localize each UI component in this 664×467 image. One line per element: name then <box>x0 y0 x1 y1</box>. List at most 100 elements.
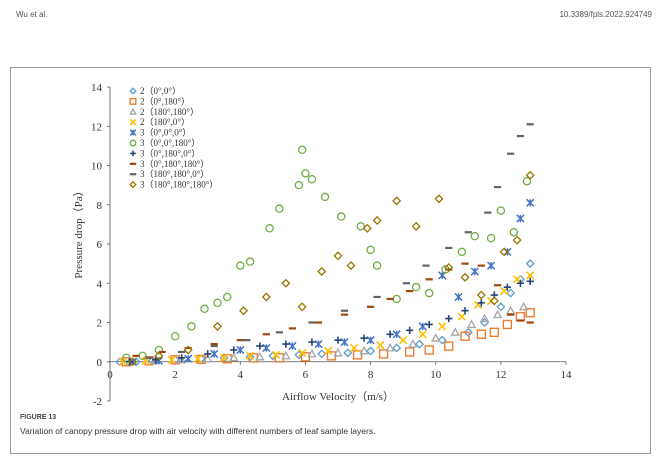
data-point <box>454 292 463 302</box>
y-tick-label: 4 <box>97 278 103 290</box>
data-point <box>404 347 415 357</box>
figure-frame <box>10 67 651 454</box>
x-tick-label: 8 <box>368 369 374 381</box>
data-point <box>505 305 516 315</box>
data-point <box>178 354 186 362</box>
x-tick-label: 6 <box>303 369 309 381</box>
data-point <box>193 354 203 363</box>
series-4 <box>118 271 535 366</box>
data-point <box>418 322 427 331</box>
data-point <box>457 312 466 321</box>
legend-label: 3（0°,0°,180°） <box>140 138 200 148</box>
data-point <box>476 329 487 339</box>
author-header: Wu et al. <box>16 10 48 19</box>
data-point <box>378 349 389 359</box>
data-point <box>245 257 255 266</box>
data-point <box>317 349 327 359</box>
data-point <box>460 272 470 282</box>
figure-label: FIGURE 13 <box>20 414 57 421</box>
legend-marker <box>129 87 137 95</box>
y-tick-label: 2 <box>97 318 103 330</box>
data-point <box>288 341 297 351</box>
data-point <box>239 306 249 316</box>
data-point <box>476 290 486 300</box>
x-tick-label: 2 <box>172 369 178 381</box>
data-point <box>333 347 343 357</box>
data-point <box>261 292 271 302</box>
legend-label: 2（0°,180°） <box>140 96 190 106</box>
data-point <box>118 357 128 366</box>
data-point <box>486 233 496 243</box>
data-point <box>479 313 490 323</box>
data-point <box>499 286 509 296</box>
data-point <box>210 349 219 359</box>
data-point <box>392 330 401 339</box>
y-axis-title: Pressure drop（Pa） <box>72 185 85 278</box>
data-point <box>154 351 164 361</box>
x-axis-title: Airflow Velocity（m/s） <box>282 390 394 403</box>
data-point <box>307 348 317 358</box>
series-8 <box>132 262 534 357</box>
data-point <box>297 302 307 312</box>
data-point <box>515 311 526 322</box>
legend-marker <box>129 139 137 147</box>
data-point <box>424 345 434 355</box>
data-point <box>366 336 375 345</box>
data-point <box>499 247 509 257</box>
y-tick-label: 12 <box>91 121 102 133</box>
data-point <box>128 357 138 367</box>
series-1 <box>115 259 535 367</box>
x-tick-label: 12 <box>495 369 506 381</box>
data-point <box>445 314 453 323</box>
data-point <box>470 231 480 241</box>
data-point <box>281 278 291 288</box>
data-point <box>245 351 255 361</box>
legend-marker <box>129 180 137 189</box>
data-point <box>492 309 503 319</box>
data-point <box>271 350 281 360</box>
data-point <box>525 307 535 318</box>
data-point <box>356 222 366 231</box>
data-point <box>236 345 245 355</box>
data-point <box>350 343 359 353</box>
data-point <box>360 334 368 342</box>
data-point <box>337 212 346 221</box>
legend-label: 2（0°,0°） <box>140 86 181 96</box>
data-point <box>170 331 180 341</box>
data-point <box>282 340 290 348</box>
data-point <box>512 235 522 245</box>
data-point <box>346 261 356 271</box>
data-point <box>437 335 447 345</box>
data-point <box>301 169 310 178</box>
data-point <box>450 327 460 336</box>
data-point <box>219 353 229 363</box>
data-point <box>418 330 427 339</box>
data-point <box>255 351 265 361</box>
data-point <box>307 174 317 184</box>
data-point <box>154 345 164 355</box>
data-point <box>213 298 222 308</box>
y-tick-label: 0 <box>97 357 103 369</box>
data-point <box>333 251 343 261</box>
x-tick-label: 10 <box>430 369 442 381</box>
data-point <box>463 327 473 337</box>
data-point <box>392 196 402 206</box>
data-point <box>230 346 238 354</box>
data-point <box>526 277 534 285</box>
data-point <box>366 346 376 356</box>
y-tick-label: -2 <box>93 396 102 408</box>
data-point <box>516 279 524 287</box>
legend-label: 2（180°,0°） <box>140 117 190 127</box>
data-point <box>526 271 535 280</box>
y-tick-label: 14 <box>91 82 103 94</box>
data-point <box>392 343 402 353</box>
data-point <box>187 322 196 331</box>
y-tick-label: 8 <box>97 200 103 212</box>
data-point <box>516 214 525 223</box>
legend-marker <box>130 150 136 157</box>
data-point <box>359 346 369 355</box>
data-point <box>444 263 454 273</box>
legend-marker <box>129 107 137 115</box>
data-point <box>411 282 421 292</box>
data-point <box>176 354 187 364</box>
